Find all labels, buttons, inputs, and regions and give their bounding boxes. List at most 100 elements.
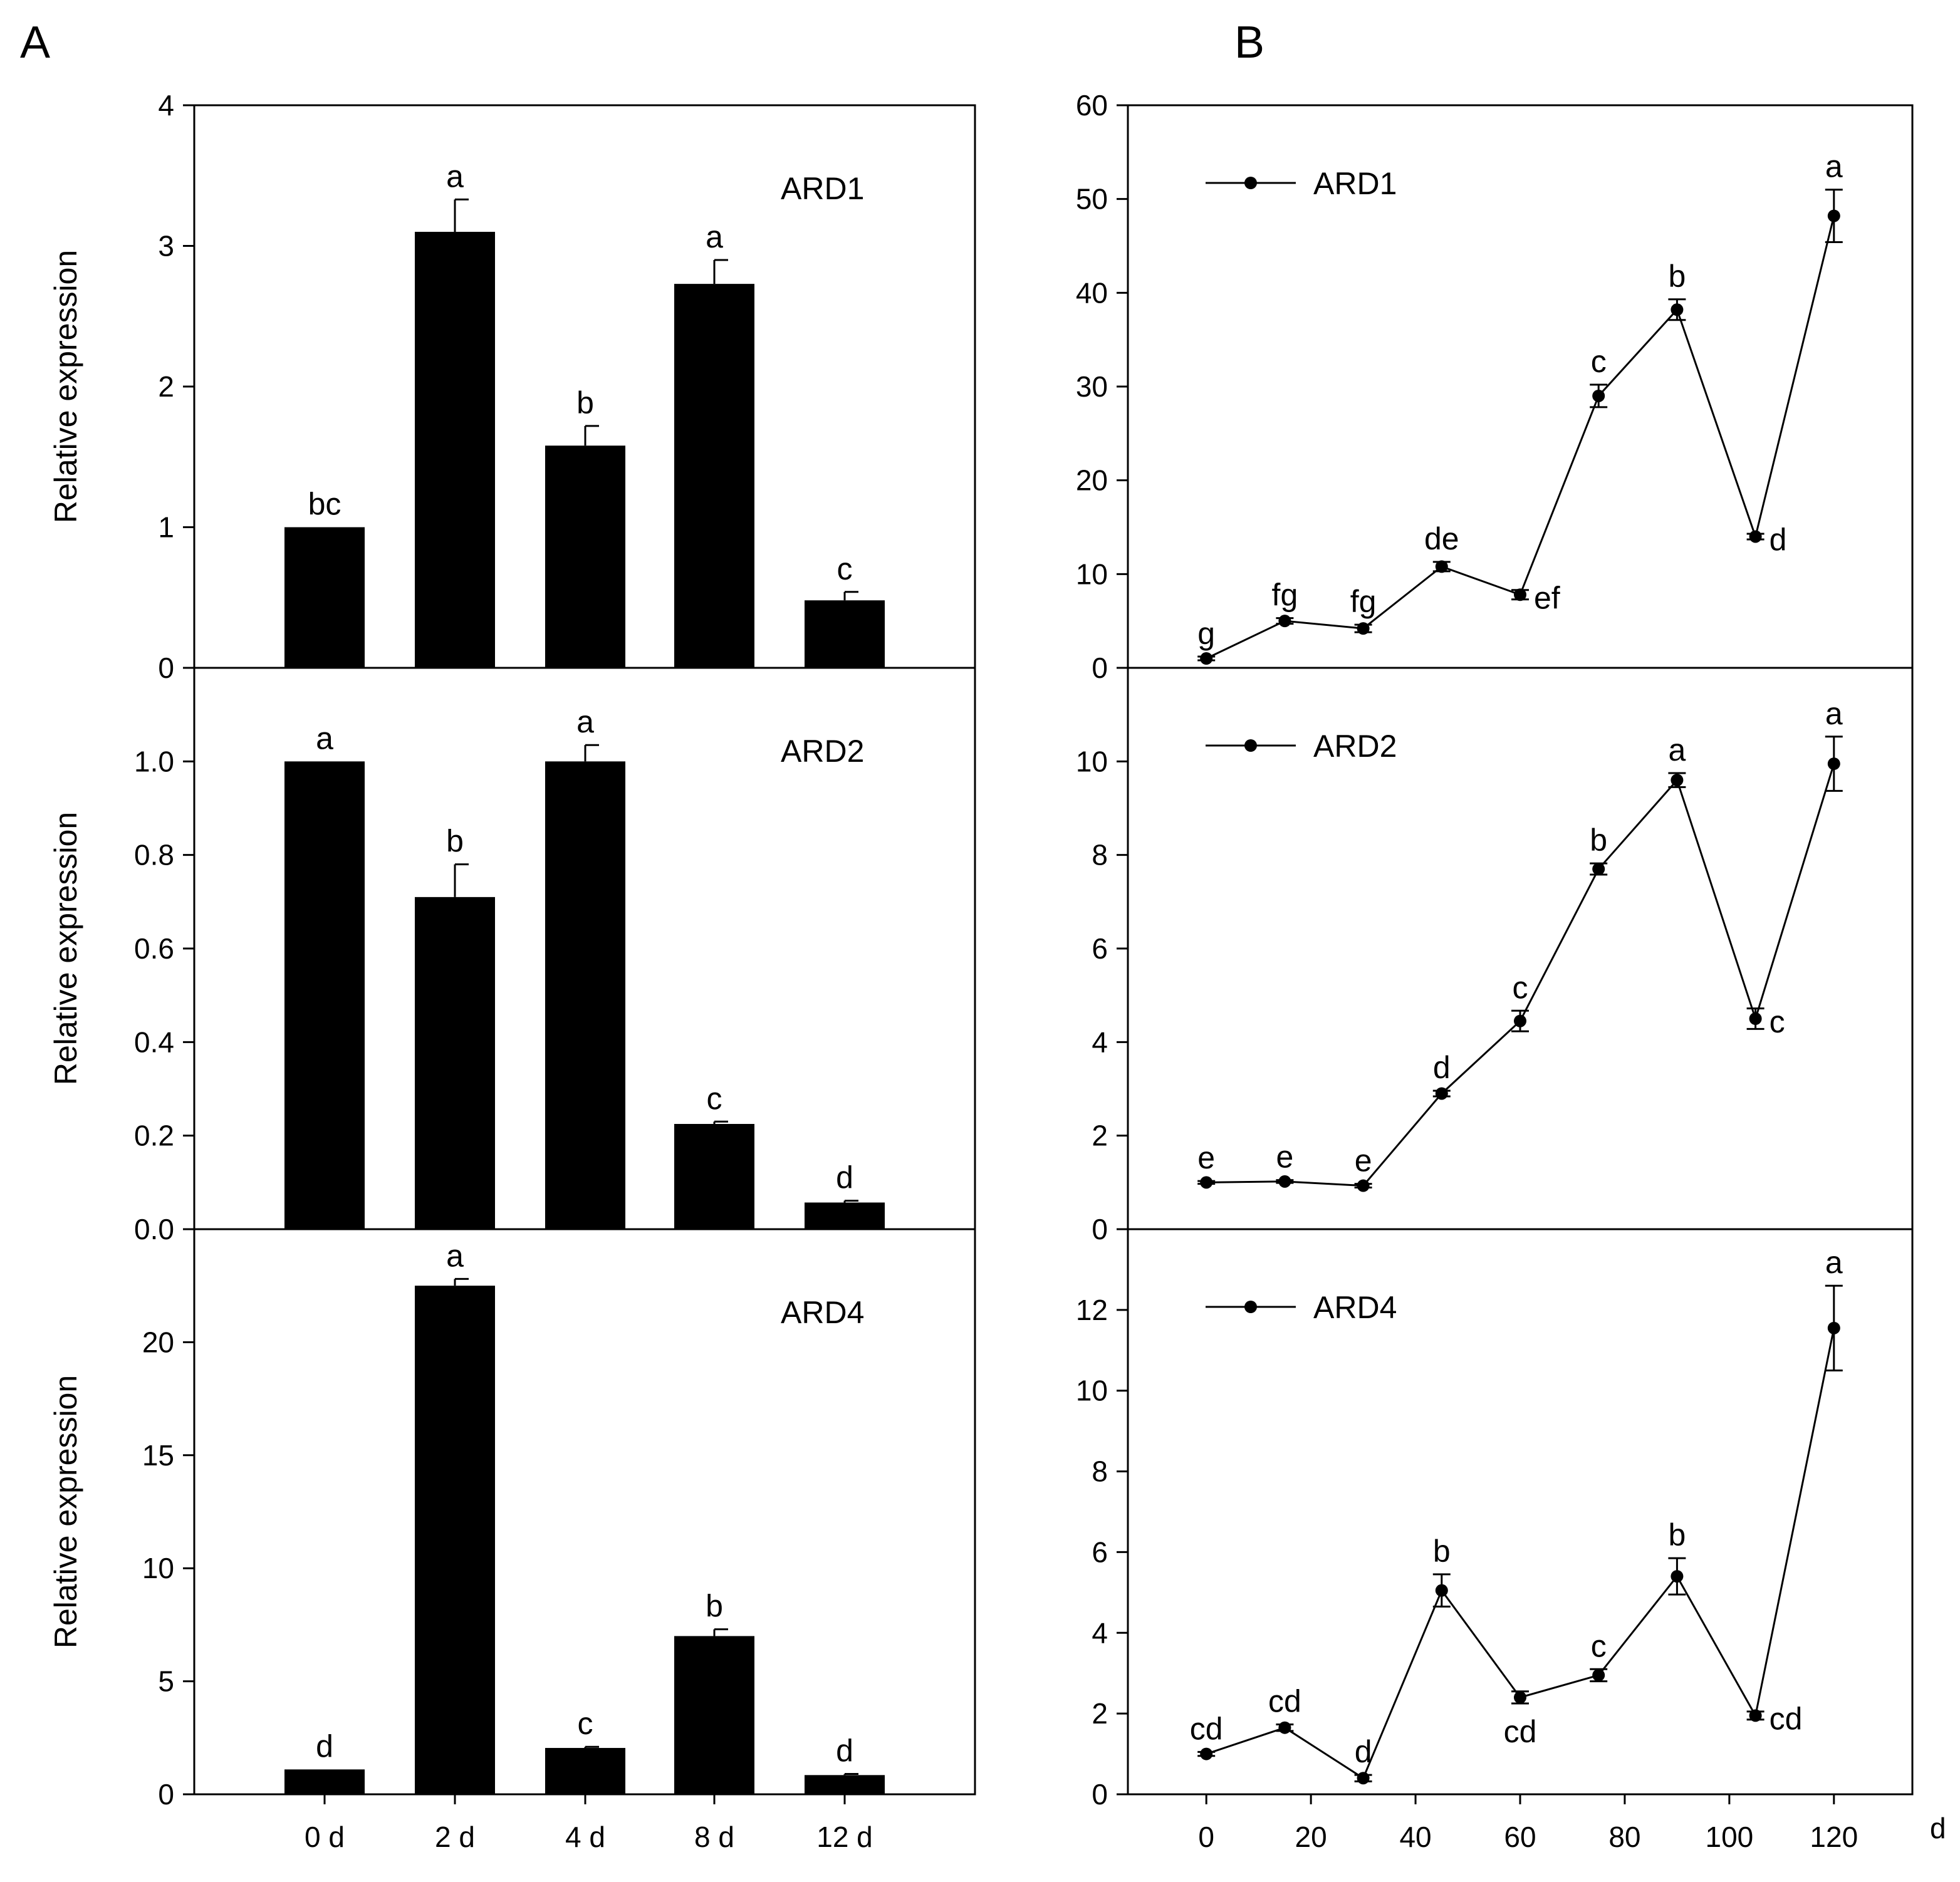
significance-letter: e bbox=[1197, 1140, 1215, 1175]
bar bbox=[805, 600, 885, 668]
significance-letter: a bbox=[706, 219, 723, 254]
legend-label: ARD1 bbox=[1313, 166, 1397, 201]
y-tick-label: 8 bbox=[1092, 1455, 1108, 1488]
bar bbox=[284, 527, 365, 668]
data-point bbox=[1200, 1176, 1213, 1189]
y-tick-label: 2 bbox=[1092, 1120, 1108, 1152]
significance-letter: d bbox=[836, 1160, 853, 1195]
chart-b-ard4: 0 2 4 6 8 10 12 cd cd d b cd c b cd a ARD4 0 20 40 60 80 100 12… bbox=[1076, 1228, 1946, 1853]
significance-letter: bc bbox=[308, 487, 341, 522]
significance-letter: fg bbox=[1272, 578, 1298, 613]
y-tick-label: 40 bbox=[1076, 276, 1108, 309]
data-point bbox=[1671, 1570, 1684, 1583]
y-axis-title: Relative expression bbox=[48, 1375, 83, 1648]
significance-letter: cd bbox=[1770, 1701, 1803, 1736]
plot-frame bbox=[1127, 104, 1914, 669]
bar bbox=[674, 1636, 754, 1794]
data-point bbox=[1671, 774, 1684, 787]
y-tick-label: 15 bbox=[142, 1439, 174, 1472]
y-tick-label: 6 bbox=[1092, 1536, 1108, 1568]
significance-letter: d bbox=[1433, 1050, 1451, 1085]
y-axis-title: Relative expression bbox=[48, 812, 83, 1085]
significance-letter: c bbox=[1591, 1628, 1607, 1663]
x-axis-title: d bbox=[1930, 1812, 1946, 1844]
y-tick-label: 1.0 bbox=[134, 745, 174, 777]
significance-letter: c bbox=[707, 1081, 722, 1116]
data-point bbox=[1200, 652, 1213, 665]
bar bbox=[545, 445, 625, 668]
y-tick-label: 4 bbox=[1092, 1026, 1108, 1058]
bar bbox=[545, 761, 625, 1229]
gene-label: ARD1 bbox=[781, 171, 864, 206]
y-tick-label: 1 bbox=[158, 511, 174, 544]
data-point bbox=[1749, 1012, 1762, 1025]
bar bbox=[415, 1286, 495, 1794]
y-tick-label: 50 bbox=[1076, 183, 1108, 216]
y-tick-label: 5 bbox=[158, 1665, 174, 1698]
chart-b-ard2: 0 2 4 6 8 10 e e e d c b a c a ARD2 bbox=[1076, 667, 1914, 1245]
data-point bbox=[1357, 622, 1370, 635]
y-tick-label: 12 bbox=[1076, 1294, 1108, 1326]
significance-letter: b bbox=[1590, 823, 1607, 858]
significance-letter: a bbox=[446, 1238, 464, 1273]
data-point bbox=[1514, 1691, 1526, 1704]
chart-a-ard1: 0 1 2 3 4 Relative expression bc a b a c ARD1 bbox=[48, 89, 976, 684]
significance-letter: a bbox=[316, 720, 333, 756]
significance-letter: a bbox=[1825, 696, 1843, 731]
significance-letter: c bbox=[1513, 970, 1528, 1005]
significance-letter: b bbox=[1668, 259, 1686, 294]
significance-letter: d bbox=[836, 1734, 853, 1769]
data-point bbox=[1671, 303, 1684, 316]
significance-letter: cd bbox=[1504, 1714, 1537, 1749]
significance-letter: cd bbox=[1190, 1711, 1223, 1746]
data-point bbox=[1357, 1772, 1370, 1785]
y-tick-label: 60 bbox=[1076, 89, 1108, 122]
data-point bbox=[1514, 588, 1526, 601]
y-tick-label: 0 bbox=[1092, 1213, 1108, 1245]
panel-label-a: A bbox=[20, 18, 50, 68]
x-tick-label: 0 bbox=[1198, 1821, 1214, 1853]
significance-letter: a bbox=[1825, 149, 1843, 184]
chart-a-ard4: 0 5 10 15 20 Relative expression d a c b d ARD4 0 d 2… bbox=[48, 1228, 976, 1853]
significance-letter: a bbox=[576, 704, 594, 739]
x-tick-label: 60 bbox=[1504, 1821, 1536, 1853]
x-tick-label: 40 bbox=[1399, 1821, 1431, 1853]
y-tick-label: 0.4 bbox=[134, 1026, 174, 1058]
y-axis-title: Relative expression bbox=[48, 250, 83, 523]
y-tick-label: 6 bbox=[1092, 932, 1108, 965]
x-tick-label: 4 d bbox=[565, 1821, 605, 1853]
y-tick-label: 0 bbox=[158, 652, 174, 684]
data-point bbox=[1592, 863, 1605, 876]
chart-b-ard1: 0 10 20 30 40 50 60 g fg fg de ef c b d a ARD1 bbox=[1076, 89, 1914, 684]
significance-letter: d bbox=[316, 1729, 333, 1764]
x-tick-label: 20 bbox=[1295, 1821, 1327, 1853]
x-tick-label: 120 bbox=[1810, 1821, 1858, 1853]
y-tick-label: 0 bbox=[1092, 1778, 1108, 1811]
y-tick-label: 0.0 bbox=[134, 1213, 174, 1245]
bar bbox=[415, 897, 495, 1229]
bar bbox=[415, 232, 495, 668]
y-tick-label: 10 bbox=[142, 1552, 174, 1584]
y-tick-label: 2 bbox=[158, 370, 174, 403]
data-point bbox=[1827, 757, 1840, 771]
y-tick-label: 10 bbox=[1076, 745, 1108, 777]
x-tick-label: 2 d bbox=[435, 1821, 475, 1853]
significance-letter: fg bbox=[1350, 584, 1377, 619]
x-tick-label: 8 d bbox=[694, 1821, 734, 1853]
legend-marker bbox=[1244, 739, 1257, 752]
significance-letter: g bbox=[1197, 616, 1215, 651]
y-tick-label: 0.6 bbox=[134, 932, 174, 965]
significance-letter: d bbox=[1355, 1734, 1372, 1769]
bar bbox=[674, 284, 754, 668]
significance-letter: d bbox=[1770, 522, 1787, 557]
data-point bbox=[1435, 1584, 1448, 1597]
significance-letter: b bbox=[576, 385, 594, 420]
y-tick-label: 0.2 bbox=[134, 1120, 174, 1152]
data-point bbox=[1827, 209, 1840, 222]
significance-letter: a bbox=[446, 159, 464, 194]
bar bbox=[284, 761, 365, 1229]
y-tick-label: 10 bbox=[1076, 558, 1108, 590]
gene-label: ARD4 bbox=[781, 1295, 864, 1330]
y-tick-label: 10 bbox=[1076, 1375, 1108, 1407]
